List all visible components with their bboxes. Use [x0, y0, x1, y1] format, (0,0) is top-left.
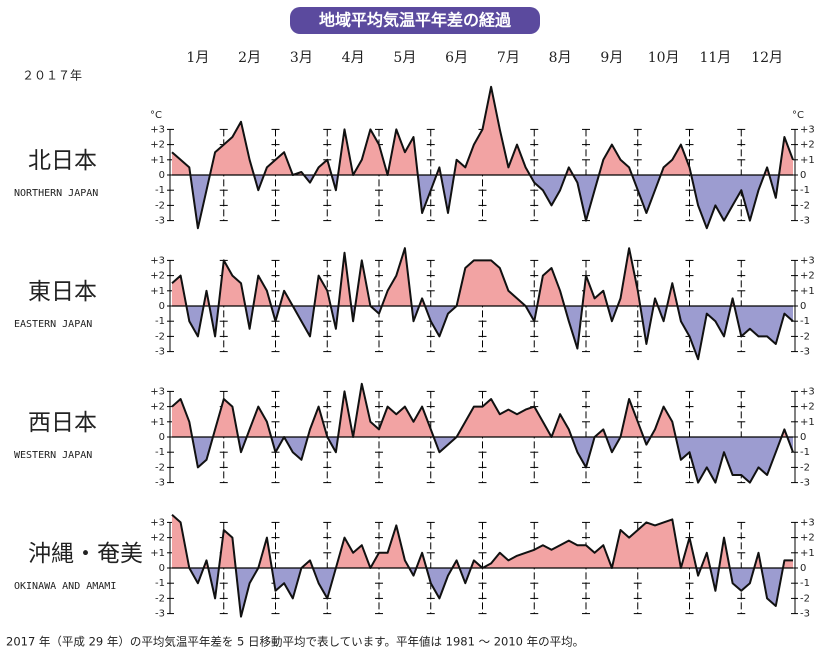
footnote: 2017 年（平成 29 年）の平均気温平年差を 5 日移動平均で表しています。… — [6, 635, 584, 649]
y-tick-label: -3 — [800, 478, 810, 489]
y-tick-label: +2 — [800, 140, 815, 151]
y-tick-label: +2 — [150, 533, 165, 544]
y-tick-label: +3 — [800, 386, 815, 397]
y-tick-label: +2 — [800, 533, 815, 544]
region-english: WESTERN JAPAN — [14, 450, 92, 461]
y-tick-label: 0 — [159, 563, 165, 574]
region-name: 東日本 — [28, 279, 97, 305]
y-tick-label: -1 — [155, 185, 165, 196]
y-tick-label: -3 — [155, 609, 165, 620]
y-tick-label: +3 — [150, 386, 165, 397]
y-tick-label: -2 — [800, 331, 810, 342]
month-label: 9月 — [600, 50, 623, 66]
y-tick-label: -2 — [155, 462, 165, 473]
y-tick-label: +1 — [800, 548, 815, 559]
region-name: 西日本 — [28, 410, 97, 436]
month-label: 8月 — [549, 50, 572, 66]
y-tick-label: -1 — [155, 316, 165, 327]
y-tick-label: +3 — [800, 255, 815, 266]
anomaly-line — [171, 247, 794, 361]
y-tick-label: +3 — [150, 517, 165, 528]
y-tick-label: 0 — [800, 170, 806, 181]
region-english: OKINAWA AND AMAMI — [14, 581, 116, 592]
region-english: EASTERN JAPAN — [14, 319, 92, 330]
y-tick-label: 0 — [800, 432, 806, 443]
y-tick-label: +1 — [800, 286, 815, 297]
y-tick-label: +1 — [150, 548, 165, 559]
region-english: NORTHERN JAPAN — [14, 188, 98, 199]
year-label: ２０１７年 — [22, 69, 82, 83]
y-tick-label: -2 — [155, 200, 165, 211]
y-tick-label: -3 — [800, 347, 810, 358]
y-tick-label: -2 — [800, 593, 810, 604]
y-tick-label: +1 — [800, 155, 815, 166]
y-tick-label: -2 — [155, 593, 165, 604]
y-tick-label: +1 — [150, 417, 165, 428]
y-tick-label: 0 — [159, 432, 165, 443]
y-tick-label: -1 — [155, 447, 165, 458]
negative-area — [172, 568, 793, 617]
unit-label: °C — [792, 110, 804, 121]
month-label: 5月 — [393, 50, 416, 66]
y-tick-label: 0 — [800, 563, 806, 574]
y-tick-label: -2 — [155, 331, 165, 342]
y-tick-label: +3 — [800, 124, 815, 135]
y-tick-label: -1 — [800, 185, 810, 196]
y-tick-label: +2 — [150, 271, 165, 282]
month-label: 7月 — [497, 50, 520, 66]
month-label: 2月 — [238, 50, 261, 66]
unit-label: °C — [150, 110, 162, 121]
y-tick-label: 0 — [800, 301, 806, 312]
month-label: 6月 — [445, 50, 468, 66]
y-tick-label: +3 — [150, 255, 165, 266]
month-label: 3月 — [290, 50, 313, 66]
anomaly-line — [171, 85, 794, 230]
y-tick-label: +2 — [800, 271, 815, 282]
y-tick-label: +1 — [150, 286, 165, 297]
y-tick-label: +2 — [150, 402, 165, 413]
y-tick-label: -3 — [800, 609, 810, 620]
chart-title: 地域平均気温平年差の経過 — [319, 11, 512, 30]
month-label: 1月 — [186, 50, 209, 66]
anomaly-line — [171, 514, 793, 618]
y-tick-label: -3 — [800, 216, 810, 227]
region-name: 北日本 — [28, 148, 97, 174]
y-tick-label: +1 — [150, 155, 165, 166]
y-tick-label: +2 — [800, 402, 815, 413]
month-label: 10月 — [648, 50, 680, 66]
anomaly-line — [171, 382, 794, 484]
y-tick-label: -2 — [800, 462, 810, 473]
month-label: 12月 — [751, 50, 783, 66]
y-tick-label: -1 — [155, 578, 165, 589]
y-tick-label: -2 — [800, 200, 810, 211]
y-tick-label: +2 — [150, 140, 165, 151]
region-name: 沖縄・奄美 — [28, 541, 143, 567]
positive-area — [172, 514, 793, 568]
y-tick-label: 0 — [159, 301, 165, 312]
y-tick-label: +3 — [150, 124, 165, 135]
y-tick-label: -3 — [155, 347, 165, 358]
y-tick-label: -1 — [800, 316, 810, 327]
y-tick-label: 0 — [159, 170, 165, 181]
y-tick-label: +3 — [800, 517, 815, 528]
y-tick-label: +1 — [800, 417, 815, 428]
month-label: 4月 — [342, 50, 365, 66]
title-box — [290, 7, 540, 34]
month-label: 11月 — [699, 50, 731, 66]
negative-area — [172, 437, 793, 483]
y-tick-label: -3 — [155, 216, 165, 227]
y-tick-label: -3 — [155, 478, 165, 489]
y-tick-label: -1 — [800, 447, 810, 458]
y-tick-label: -1 — [800, 578, 810, 589]
